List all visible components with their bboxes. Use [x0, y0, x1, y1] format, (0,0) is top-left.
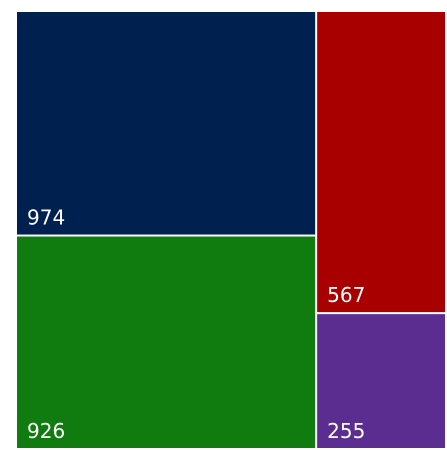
tile	[17, 236, 316, 448]
tile-label: 974	[27, 206, 65, 230]
tile-label: 255	[327, 419, 365, 443]
tile	[317, 314, 445, 448]
tile	[17, 12, 316, 235]
tile	[317, 12, 445, 313]
tile-label: 926	[27, 419, 65, 443]
tile-label: 567	[327, 283, 365, 307]
